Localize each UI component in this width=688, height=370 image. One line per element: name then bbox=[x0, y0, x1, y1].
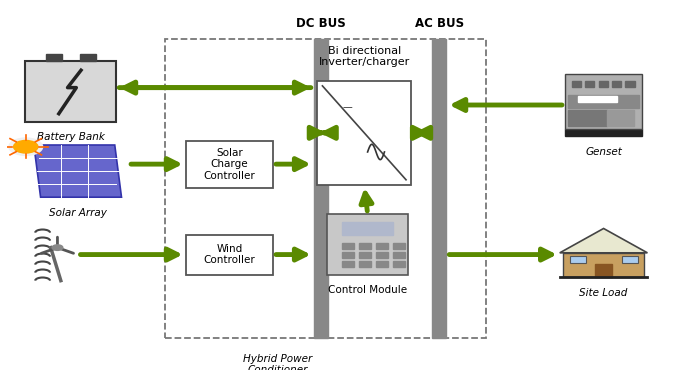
Text: —: — bbox=[343, 102, 352, 112]
Bar bbox=[376, 252, 388, 258]
Bar bbox=[585, 81, 594, 87]
Bar bbox=[342, 252, 354, 258]
Bar bbox=[186, 235, 273, 275]
Bar bbox=[393, 252, 405, 258]
Bar bbox=[359, 243, 371, 249]
Bar bbox=[599, 81, 608, 87]
Text: Site Load: Site Load bbox=[579, 287, 627, 297]
Polygon shape bbox=[560, 228, 647, 253]
Bar bbox=[563, 253, 644, 277]
Bar bbox=[579, 96, 617, 101]
Bar bbox=[25, 61, 116, 121]
Bar bbox=[568, 95, 639, 108]
Bar bbox=[186, 141, 273, 188]
Circle shape bbox=[14, 141, 38, 153]
Bar bbox=[314, 39, 328, 338]
Bar bbox=[565, 74, 643, 129]
Bar bbox=[342, 243, 354, 249]
Bar bbox=[570, 256, 586, 263]
Bar bbox=[612, 81, 621, 87]
Bar bbox=[431, 39, 447, 338]
Text: Solar Array: Solar Array bbox=[49, 208, 107, 218]
Bar bbox=[565, 129, 643, 136]
Circle shape bbox=[9, 138, 43, 155]
Bar bbox=[622, 256, 638, 263]
Text: Inverter/charger: Inverter/charger bbox=[319, 57, 410, 67]
Bar bbox=[342, 222, 394, 235]
Bar bbox=[359, 252, 371, 258]
Bar bbox=[165, 39, 486, 338]
Bar bbox=[595, 264, 612, 277]
Text: Bi directional: Bi directional bbox=[327, 46, 401, 56]
Bar bbox=[46, 54, 62, 61]
Bar bbox=[625, 81, 635, 87]
Text: DC BUS: DC BUS bbox=[297, 17, 346, 30]
Bar bbox=[327, 214, 408, 275]
Bar bbox=[376, 243, 388, 249]
Bar bbox=[393, 261, 405, 267]
Text: AC BUS: AC BUS bbox=[414, 17, 464, 30]
Bar bbox=[342, 261, 354, 267]
Text: Wind
Controller: Wind Controller bbox=[204, 244, 255, 265]
Bar bbox=[607, 110, 634, 126]
Text: Genset: Genset bbox=[585, 147, 622, 157]
Polygon shape bbox=[34, 145, 122, 197]
Text: Hybrid Power
Conditioner: Hybrid Power Conditioner bbox=[243, 354, 312, 370]
Text: Battery Bank: Battery Bank bbox=[37, 132, 105, 142]
Bar bbox=[393, 243, 405, 249]
Bar bbox=[376, 261, 388, 267]
Bar bbox=[568, 110, 607, 126]
Bar bbox=[359, 261, 371, 267]
Bar bbox=[317, 81, 411, 185]
Text: Solar
Charge
Controller: Solar Charge Controller bbox=[204, 148, 255, 181]
Circle shape bbox=[52, 245, 63, 250]
Bar bbox=[572, 81, 581, 87]
Text: Control Module: Control Module bbox=[328, 285, 407, 295]
Bar bbox=[80, 54, 96, 61]
